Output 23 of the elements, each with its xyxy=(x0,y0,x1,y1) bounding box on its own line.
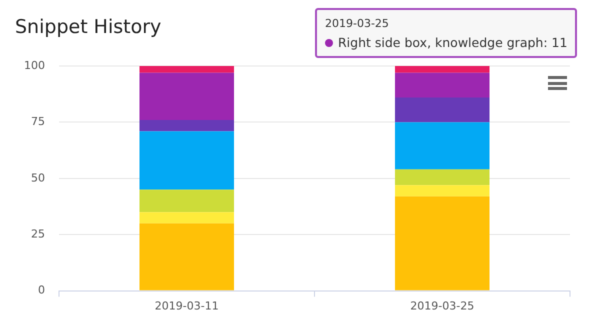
y-tick-label: 75 xyxy=(30,115,45,128)
y-tick-label: 100 xyxy=(24,58,45,72)
bar xyxy=(139,66,234,73)
y-tick-label: 0 xyxy=(38,284,45,297)
x-tick-label: 2019-03-11 xyxy=(154,299,219,312)
bar xyxy=(139,212,234,224)
text: Right side box, knowledge graph: 11 xyxy=(338,35,568,50)
bar xyxy=(394,72,490,98)
bar xyxy=(394,122,490,170)
text: 2019-03-25 xyxy=(325,17,389,30)
y-tick-label: 25 xyxy=(30,227,45,240)
bar xyxy=(394,66,490,73)
bar xyxy=(139,190,234,212)
bar xyxy=(394,97,490,122)
bar xyxy=(139,120,234,132)
bar xyxy=(394,196,490,290)
bar xyxy=(139,131,234,190)
bar xyxy=(139,72,234,120)
y-tick-label: 50 xyxy=(30,171,45,184)
bar xyxy=(139,223,234,290)
bar xyxy=(394,185,490,196)
bar xyxy=(394,169,490,186)
chart-title: Snippet History xyxy=(15,16,162,38)
